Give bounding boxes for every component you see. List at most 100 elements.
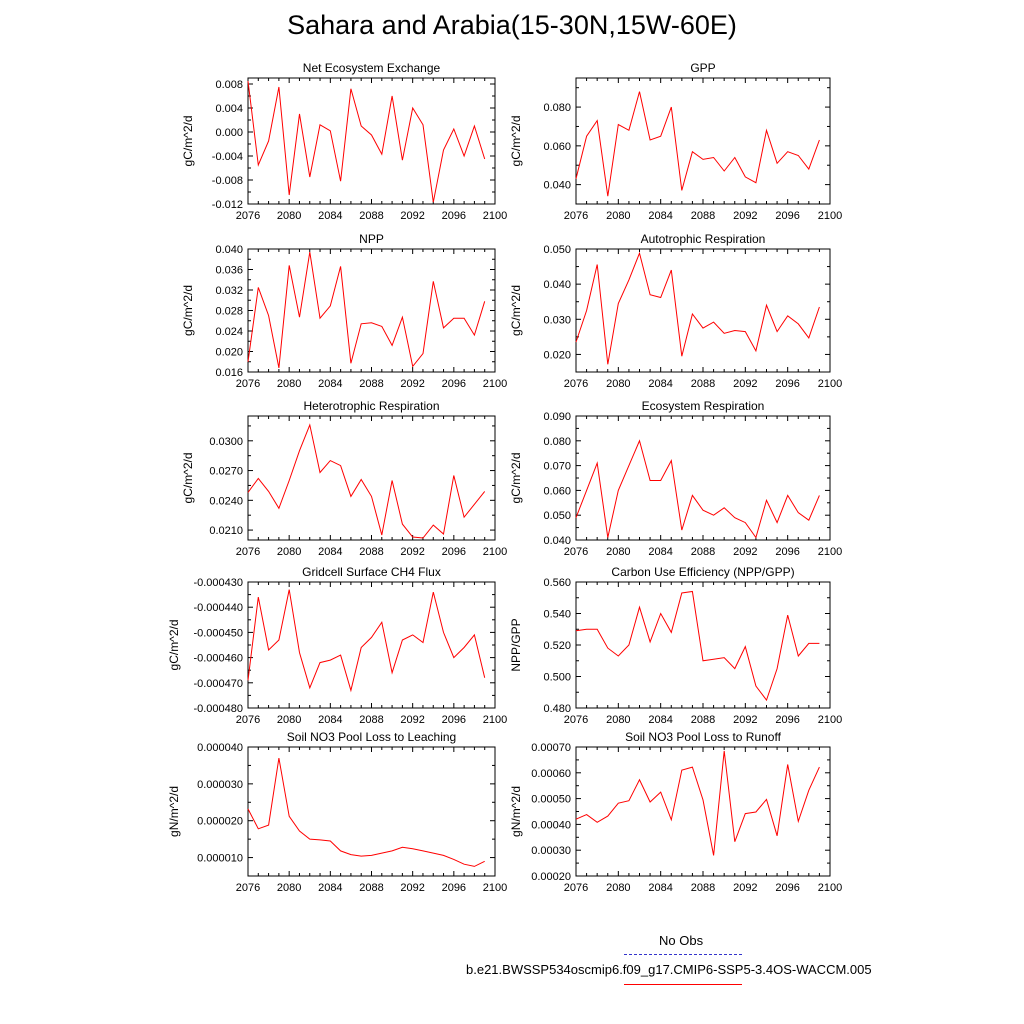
- y-tick-label: 0.540: [543, 609, 571, 621]
- panel-5: Heterotrophic Respiration gC/m^2/d 2076 208…: [181, 399, 507, 558]
- y-tick-label: 0.024: [215, 326, 243, 338]
- series-line: [247, 758, 485, 867]
- x-tick-label: 2096: [775, 714, 799, 726]
- y-tick-label: 0.040: [543, 279, 571, 291]
- y-tick-label: 0.480: [543, 703, 571, 715]
- y-tick-label: 0.070: [543, 461, 571, 473]
- x-tick-label: 2084: [318, 714, 342, 726]
- y-tick-label: -0.000480: [193, 703, 243, 715]
- x-tick-label: 2092: [733, 210, 757, 222]
- panel-title: Ecosystem Respiration: [642, 399, 765, 413]
- panel-1: Net Ecosystem Exchange gC/m^2/d 2076 2080 20…: [181, 61, 507, 222]
- y-tick-label: 0.060: [543, 141, 571, 153]
- y-tick-label: 0.028: [215, 306, 243, 318]
- x-tick-label: 2080: [277, 546, 301, 558]
- y-tick-label: 0.090: [543, 411, 571, 423]
- x-tick-label: 2080: [606, 210, 630, 222]
- x-tick-label: 2084: [648, 714, 672, 726]
- y-tick-label: -0.012: [212, 199, 243, 211]
- panel-6: Ecosystem Respiration gC/m^2/d 2076 2080 208…: [509, 399, 842, 558]
- x-tick-label: 2092: [400, 882, 424, 894]
- panel-8: Carbon Use Efficiency (NPP/GPP) NPP/GPP 20…: [509, 565, 842, 726]
- x-tick-label: 2088: [359, 210, 383, 222]
- y-tick-label: 0.040: [543, 180, 571, 192]
- x-tick-label: 2092: [400, 378, 424, 390]
- plot-frame: [247, 581, 496, 709]
- x-tick-label: 2076: [236, 882, 260, 894]
- x-tick-label: 2084: [318, 546, 342, 558]
- figure-title: Sahara and Arabia(15-30N,15W-60E): [287, 10, 737, 40]
- panel-title: Soil NO3 Pool Loss to Runoff: [625, 730, 782, 744]
- x-tick-label: 2096: [442, 378, 466, 390]
- x-tick-label: 2084: [318, 378, 342, 390]
- x-tick-label: 2080: [606, 882, 630, 894]
- x-tick-label: 2084: [648, 378, 672, 390]
- x-tick-label: 2100: [483, 714, 507, 726]
- y-tick-label: 0.560: [543, 577, 571, 589]
- series-line: [247, 589, 486, 693]
- y-axis-label: gN/m^2/d: [167, 786, 181, 837]
- legend-item-model-line: [624, 984, 742, 985]
- x-tick-label: 2076: [236, 378, 260, 390]
- x-tick-label: 2080: [606, 714, 630, 726]
- y-tick-label: 0.0240: [209, 495, 243, 507]
- x-tick-label: 2088: [359, 714, 383, 726]
- y-axis-label: gC/m^2/d: [509, 453, 523, 504]
- y-tick-label: 0.0210: [209, 525, 243, 537]
- x-tick-label: 2076: [236, 714, 260, 726]
- series-line: [247, 80, 486, 203]
- y-axis-label: gC/m^2/d: [509, 116, 523, 167]
- y-tick-label: 0.500: [543, 672, 571, 684]
- x-tick-label: 2100: [483, 210, 507, 222]
- x-tick-label: 2096: [442, 210, 466, 222]
- panel-4: Autotrophic Respiration gC/m^2/d 2076 2080 2…: [509, 232, 842, 390]
- panel-title: GPP: [690, 61, 715, 75]
- y-tick-label: 0.020: [543, 349, 571, 361]
- x-tick-label: 2100: [818, 714, 842, 726]
- y-tick-label: -0.000470: [193, 678, 243, 690]
- y-axis-label: gC/m^2/d: [509, 285, 523, 336]
- y-tick-label: 0.00020: [531, 871, 571, 883]
- x-tick-label: 2080: [606, 546, 630, 558]
- plot-frame: [575, 746, 831, 877]
- x-tick-label: 2084: [648, 546, 672, 558]
- legend-item-no-obs-line: [624, 954, 742, 955]
- y-tick-label: 0.008: [215, 79, 243, 91]
- y-tick-label: 0.520: [543, 640, 571, 652]
- y-tick-label: 0.0300: [209, 436, 243, 448]
- panel-title: Autotrophic Respiration: [641, 232, 766, 246]
- x-tick-label: 2088: [359, 882, 383, 894]
- x-tick-label: 2088: [691, 378, 715, 390]
- x-tick-label: 2092: [733, 378, 757, 390]
- y-tick-label: 0.032: [215, 285, 243, 297]
- panel-title: Heterotrophic Respiration: [303, 399, 439, 413]
- y-tick-label: 0.00070: [531, 742, 571, 754]
- x-tick-label: 2092: [733, 882, 757, 894]
- x-tick-label: 2092: [733, 546, 757, 558]
- x-tick-label: 2088: [691, 882, 715, 894]
- plot-frame: [575, 248, 831, 373]
- x-tick-label: 2084: [648, 210, 672, 222]
- y-tick-label: -0.000450: [193, 627, 243, 639]
- y-tick-label: -0.008: [212, 175, 243, 187]
- x-tick-label: 2084: [648, 882, 672, 894]
- series-line: [247, 423, 486, 539]
- y-tick-label: 0.040: [543, 535, 571, 547]
- x-tick-label: 2092: [400, 714, 424, 726]
- series-line: [575, 91, 820, 197]
- y-tick-label: 0.004: [215, 103, 243, 115]
- x-tick-label: 2100: [818, 546, 842, 558]
- y-tick-label: 0.060: [543, 485, 571, 497]
- y-tick-label: 0.080: [543, 436, 571, 448]
- y-axis-label: gN/m^2/d: [509, 786, 523, 837]
- y-tick-label: 0.040: [215, 244, 243, 256]
- y-tick-label: 0.00060: [531, 768, 571, 780]
- x-tick-label: 2100: [483, 546, 507, 558]
- y-tick-label: 0.000020: [197, 816, 243, 828]
- panel-10: Soil NO3 Pool Loss to Runoff gN/m^2/d 2076…: [509, 730, 842, 894]
- x-tick-label: 2096: [442, 546, 466, 558]
- y-tick-label: -0.000460: [193, 653, 243, 665]
- panel-2: GPP gC/m^2/d 2076 2080 2084 2088 2092 2096 2100 0…: [509, 61, 842, 222]
- x-tick-label: 2076: [564, 546, 588, 558]
- x-tick-label: 2096: [442, 714, 466, 726]
